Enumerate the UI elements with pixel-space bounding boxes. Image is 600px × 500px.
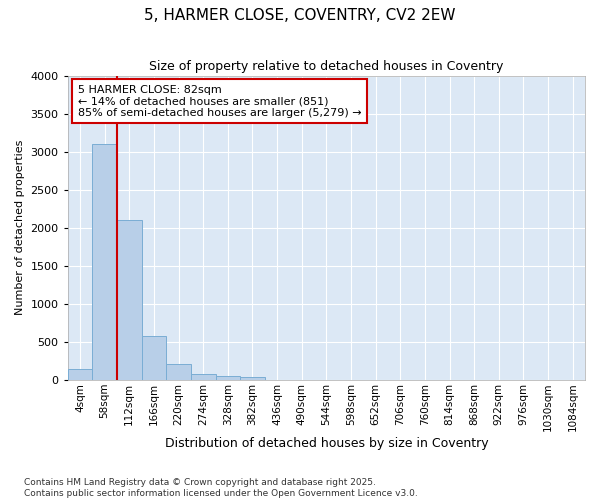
Title: Size of property relative to detached houses in Coventry: Size of property relative to detached ho… (149, 60, 503, 73)
Bar (92, 144, 117, 380)
Text: 5, HARMER CLOSE, COVENTRY, CV2 2EW: 5, HARMER CLOSE, COVENTRY, CV2 2EW (144, 8, 456, 22)
Text: 5 HARMER CLOSE: 82sqm
← 14% of detached houses are smaller (851)
85% of semi-det: 5 HARMER CLOSE: 82sqm ← 14% of detached … (78, 84, 362, 118)
Bar (68, 368, 92, 380)
Bar (240, 378, 265, 380)
Text: Contains HM Land Registry data © Crown copyright and database right 2025.
Contai: Contains HM Land Registry data © Crown c… (24, 478, 418, 498)
Bar (191, 374, 215, 380)
Bar (215, 376, 240, 380)
Bar (142, 336, 166, 380)
Y-axis label: Number of detached properties: Number of detached properties (15, 140, 25, 316)
Bar (117, 220, 142, 380)
X-axis label: Distribution of detached houses by size in Coventry: Distribution of detached houses by size … (164, 437, 488, 450)
Bar (166, 364, 191, 380)
